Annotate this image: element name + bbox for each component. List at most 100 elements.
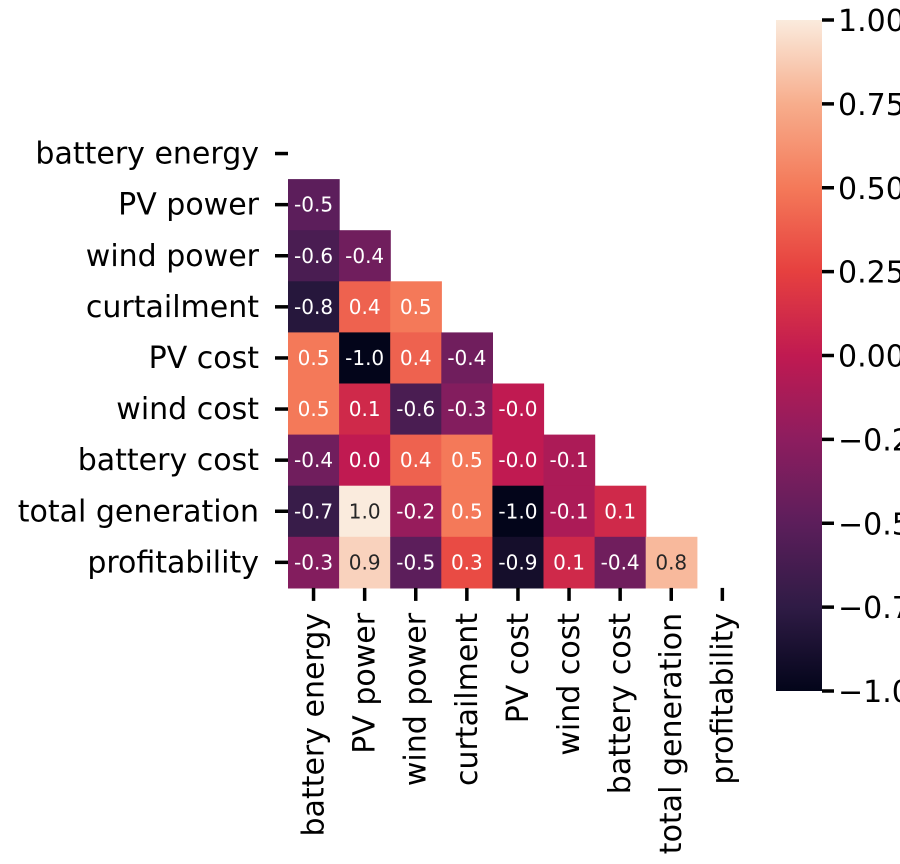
colorbar-tick-label: −1.0	[838, 675, 900, 710]
y-axis: battery energy PV power wind power curtailm…	[18, 137, 288, 580]
cell-value-label: -0.3	[294, 550, 333, 574]
y-tick-label: PV power	[118, 188, 260, 223]
heatmap-cell	[390, 281, 442, 333]
y-tick-label: PV cost	[149, 341, 260, 376]
cell-value-label: -0.0	[498, 397, 537, 421]
heatmap-cell	[390, 485, 442, 538]
heatmap-cell	[288, 536, 340, 589]
cell-value-label: 0.5	[451, 448, 483, 472]
colorbar-tick-label: −0.2	[838, 423, 900, 458]
cell-value-label: 0.0	[349, 448, 381, 472]
cell-value-label: 0.5	[451, 499, 483, 523]
heatmap-cell-labels: -0.5 -0.6 -0.4 -0.8 0.4 0.5 0.5 -1.0 0.4 -0.4 0.5 0…	[294, 193, 687, 575]
y-tick-label: battery energy	[35, 137, 259, 172]
y-tick-label: wind power	[86, 239, 260, 274]
x-tick-label: PV power	[348, 612, 383, 754]
heatmap-cell	[441, 536, 493, 589]
heatmap-cell	[288, 485, 340, 538]
heatmap-cell	[441, 434, 493, 487]
heatmap-cell	[594, 536, 647, 589]
cell-value-label: 0.1	[349, 397, 381, 421]
cell-value-label: -0.3	[447, 397, 486, 421]
colorbar-tick-label: −0.7	[838, 591, 900, 626]
cell-value-label: -0.0	[498, 448, 537, 472]
heatmap-cell	[288, 230, 340, 282]
colorbar-tick-label: 0.50	[838, 172, 900, 207]
x-axis: battery energy PV power wind power curtailm…	[297, 587, 740, 854]
cell-value-label: -1.0	[345, 346, 384, 370]
cell-value-label: -0.5	[396, 550, 435, 574]
heatmap-cell	[339, 383, 391, 436]
cell-value-label: -0.4	[294, 448, 333, 472]
y-tick-label: total generation	[18, 494, 259, 529]
cell-value-label: -0.4	[345, 244, 384, 268]
heatmap-cell	[543, 536, 596, 589]
heatmap-cell	[339, 332, 391, 385]
colorbar-tick-label: 0.75	[838, 88, 900, 123]
cell-value-label: 0.4	[349, 295, 381, 319]
y-tick-label: curtailment	[86, 290, 259, 325]
heatmap-cell	[339, 536, 391, 589]
cell-value-label: -0.4	[447, 346, 486, 370]
heatmap-cell	[288, 281, 340, 333]
cell-value-label: 0.5	[298, 397, 330, 421]
heatmap-cell	[288, 179, 340, 231]
heatmap-cell	[441, 332, 493, 385]
colorbar: 1.00 0.75 0.50 0.25 0.00 −0.2 −0.5 −0.7 −1.0	[776, 4, 900, 710]
heatmap-cell	[390, 434, 442, 487]
colorbar-tick-label: −0.5	[838, 507, 900, 542]
cell-value-label: -0.6	[396, 397, 435, 421]
cell-value-label: 1.0	[349, 499, 381, 523]
x-tick-label: total generation	[654, 613, 689, 854]
heatmap-cell	[339, 230, 391, 282]
heatmap-cell	[441, 485, 493, 538]
cell-value-label: -0.8	[294, 295, 333, 319]
heatmap-cell	[645, 536, 698, 589]
heatmap-cell	[288, 434, 340, 487]
cell-value-label: -0.7	[294, 499, 333, 523]
cell-value-label: 0.4	[400, 448, 432, 472]
colorbar-tick-label: 0.00	[838, 340, 900, 375]
heatmap-cell	[492, 536, 545, 589]
cell-value-label: -0.6	[294, 244, 333, 268]
heatmap-cell	[441, 383, 493, 436]
heatmap-cell	[543, 485, 596, 538]
x-tick-label: curtailment	[450, 613, 485, 786]
x-tick-label: battery cost	[603, 613, 638, 795]
cell-value-label: -0.4	[601, 550, 640, 574]
cell-value-label: 0.9	[349, 550, 381, 574]
heatmap-cell	[543, 434, 596, 487]
cell-value-label: -0.9	[498, 550, 537, 574]
colorbar-gradient	[776, 20, 822, 691]
cell-value-label: -0.1	[550, 448, 589, 472]
cell-value-label: 0.1	[553, 550, 585, 574]
cell-value-label: -0.5	[294, 193, 333, 217]
cell-value-label: -1.0	[498, 499, 537, 523]
heatmap-cell	[594, 485, 647, 538]
heatmap-cell	[288, 332, 340, 385]
y-tick-label: battery cost	[78, 443, 260, 478]
cell-value-label: 0.4	[400, 346, 432, 370]
x-tick-label: wind cost	[552, 613, 587, 756]
colorbar-tick-label: 1.00	[838, 4, 900, 39]
heatmap-cell	[390, 332, 442, 385]
cell-value-label: 0.8	[655, 550, 687, 574]
heatmap-cells	[288, 179, 698, 589]
heatmap-cell	[339, 485, 391, 538]
cell-value-label: -0.2	[396, 499, 435, 523]
heatmap-cell	[288, 383, 340, 436]
colorbar-tick-label: 0.25	[838, 256, 900, 291]
cell-value-label: -0.1	[550, 499, 589, 523]
heatmap-cell	[390, 536, 442, 589]
cell-value-label: 0.3	[451, 550, 483, 574]
y-tick-label: wind cost	[116, 392, 259, 427]
heatmap-cell	[492, 383, 545, 436]
cell-value-label: 0.5	[400, 295, 432, 319]
cell-value-label: 0.1	[604, 499, 636, 523]
x-tick-label: PV cost	[501, 613, 536, 724]
heatmap-cell	[492, 434, 545, 487]
heatmap-cell	[339, 281, 391, 333]
y-tick-label: profitability	[87, 545, 259, 580]
x-tick-label: battery energy	[297, 613, 332, 837]
